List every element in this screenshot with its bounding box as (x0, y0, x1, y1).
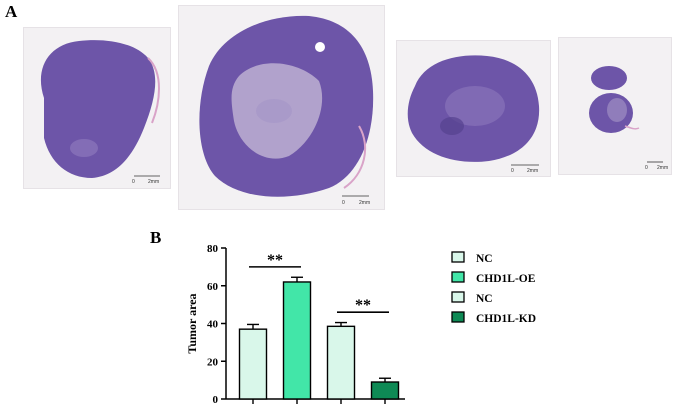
y-tick-label-2: 40 (207, 319, 219, 331)
legend-swatch-2 (451, 291, 465, 303)
svg-text:2mm: 2mm (148, 179, 159, 185)
legend-swatch-1 (451, 271, 465, 283)
panel-a-label: A (5, 2, 18, 21)
panel-b-label: B (150, 228, 162, 247)
svg-text:0: 0 (132, 179, 135, 185)
legend-label-1: CHD1L-OE (476, 273, 536, 285)
svg-text:0: 0 (511, 168, 514, 174)
svg-text:2mm: 2mm (359, 200, 370, 206)
y-tick-label-4: 80 (207, 243, 219, 255)
y-tick-label-3: 60 (207, 281, 219, 293)
svg-text:2mm: 2mm (527, 168, 538, 174)
bar-0 (238, 328, 268, 400)
legend-label-3: CHD1L-KD (476, 313, 536, 325)
histology-image-4: 0 2mm (558, 37, 672, 175)
significance-label-1: ** (355, 297, 371, 314)
significance-label-0: ** (267, 252, 283, 269)
bar-2 (326, 325, 356, 400)
legend-label-0: NC (476, 253, 493, 265)
histology-image-3: 0 2mm (396, 40, 551, 177)
svg-text:0: 0 (342, 200, 345, 206)
svg-text:2mm: 2mm (657, 165, 668, 171)
bar-1 (282, 281, 312, 400)
legend-label-2: NC (476, 293, 493, 305)
histology-image-2: 0 2mm (178, 5, 385, 210)
y-axis-title: Tumor area (185, 293, 199, 353)
legend-swatch-0 (451, 251, 465, 263)
svg-text:0: 0 (645, 165, 648, 171)
legend-swatch-3 (451, 311, 465, 323)
y-tick-label-1: 20 (207, 356, 219, 368)
bar-3 (370, 381, 400, 400)
y-tick-label-0: 0 (213, 394, 219, 406)
histology-image-1: 0 2mm (23, 27, 171, 189)
